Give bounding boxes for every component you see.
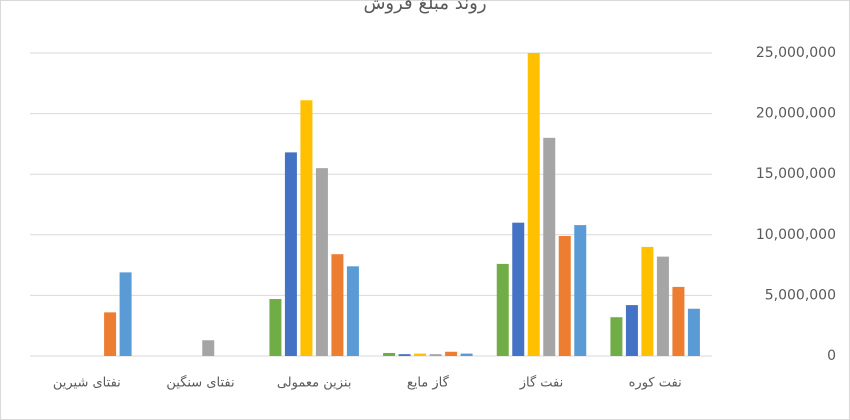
bar — [512, 222, 525, 356]
bar — [687, 308, 700, 356]
bar — [558, 236, 571, 356]
bar — [574, 225, 587, 356]
bar — [414, 353, 427, 356]
bar — [496, 263, 509, 356]
y-tick-label: 0 — [827, 348, 836, 364]
x-tick-label: نفت کوره — [629, 376, 682, 391]
bar — [119, 272, 132, 356]
y-tick-label: 5,000,000 — [765, 287, 836, 303]
bar — [656, 256, 669, 356]
x-tick-label: نفت گاز — [519, 375, 564, 391]
bar — [346, 266, 359, 356]
bar — [104, 312, 117, 356]
bar — [202, 340, 215, 356]
bar — [315, 168, 328, 356]
bar — [641, 246, 654, 356]
bar — [398, 354, 411, 356]
bar — [331, 254, 344, 356]
y-tick-label: 15,000,000 — [756, 166, 836, 182]
y-tick-label: 10,000,000 — [756, 227, 836, 243]
x-tick-label: نفتای شیرین — [53, 376, 121, 391]
bar — [429, 354, 442, 356]
y-tick-label: 20,000,000 — [756, 106, 836, 122]
bar — [672, 286, 685, 356]
bar — [625, 305, 638, 356]
y-tick-label: 25,000,000 — [756, 45, 836, 61]
bar — [527, 53, 540, 356]
bar — [383, 352, 396, 356]
x-tick-label: نفتای سنگین — [166, 375, 234, 391]
bar — [543, 137, 556, 356]
bar — [460, 353, 473, 356]
bar — [300, 100, 313, 356]
bar — [269, 299, 282, 356]
bar — [284, 152, 297, 356]
x-tick-label: گاز مایع — [407, 375, 450, 391]
bar — [445, 351, 458, 356]
bar — [610, 317, 623, 356]
x-tick-label: بنزین معمولی — [277, 376, 352, 391]
chart-title: روند مبلغ فروش — [363, 0, 486, 14]
